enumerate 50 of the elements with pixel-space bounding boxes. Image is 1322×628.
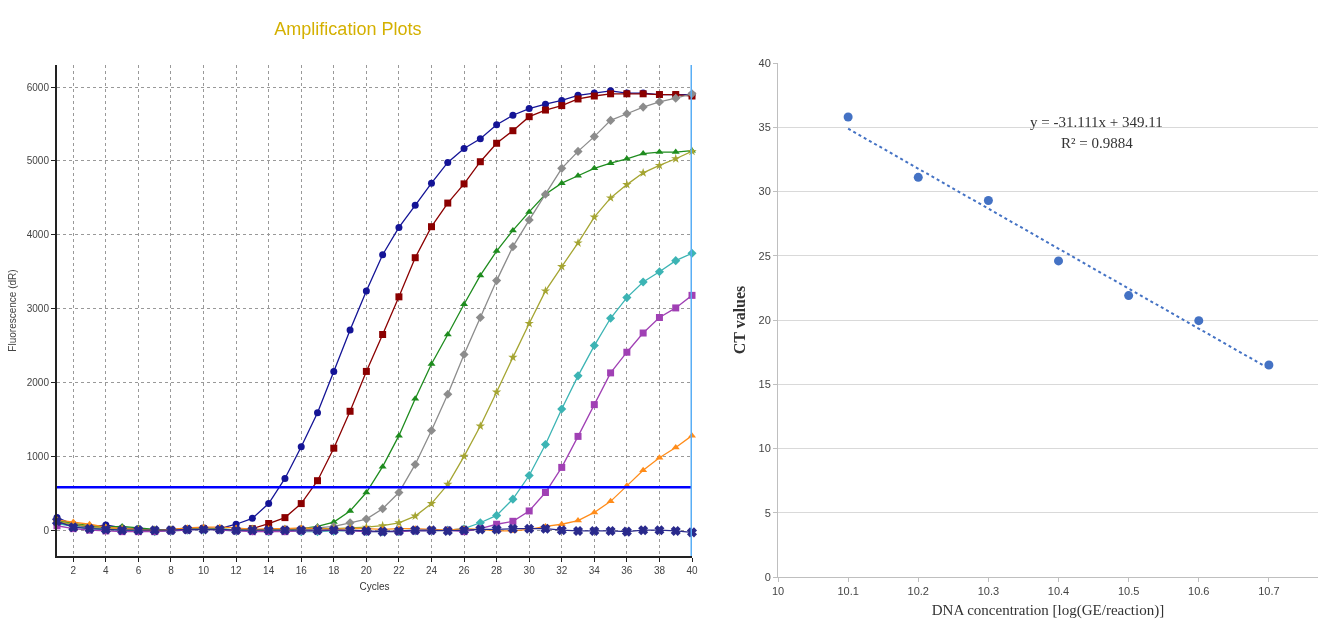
x-tick-label: 6 <box>135 565 142 576</box>
x-tick-label: 10.4 <box>1047 585 1070 598</box>
y-axis-title: CT values <box>731 285 749 355</box>
y-tick-label: 5 <box>764 506 771 519</box>
x-tick-label: 20 <box>360 565 373 576</box>
chart-title: Amplification Plots <box>274 18 422 39</box>
x-tick-label: 10.3 <box>977 585 1000 598</box>
x-axis-title: DNA concentration [log(GE/reaction)] <box>931 602 1165 620</box>
annotation: y = -31.111x + 349.11 <box>1030 114 1163 130</box>
y-tick-label: 3000 <box>26 303 50 315</box>
x-tick-label: 32 <box>556 565 568 576</box>
y-tick-label: 15 <box>758 378 771 391</box>
y-tick-label: 1000 <box>26 450 50 462</box>
y-tick-label: 25 <box>758 249 771 262</box>
x-tick-label: 2 <box>70 565 77 576</box>
y-tick-label: 40 <box>758 56 771 69</box>
x-tick-label: 26 <box>458 565 471 576</box>
x-tick-label: 40 <box>686 565 698 576</box>
x-tick-label: 22 <box>393 565 405 576</box>
y-tick-label: 30 <box>758 185 771 198</box>
x-tick-label: 4 <box>103 565 110 576</box>
y-tick-label: 5000 <box>26 155 50 167</box>
x-tick-label: 12 <box>230 565 243 576</box>
x-tick-label: 10.7 <box>1258 585 1280 598</box>
x-tick-label: 10.6 <box>1188 585 1210 598</box>
y-tick-label: 10 <box>758 442 771 455</box>
x-axis-title: Cycles <box>359 581 390 592</box>
x-tick-label: 18 <box>328 565 340 576</box>
x-tick-label: 10.1 <box>837 585 859 598</box>
y-tick-label: 2000 <box>26 376 50 388</box>
annotation: R² = 0.9884 <box>1061 135 1134 151</box>
y-tick-label: 4000 <box>26 229 50 241</box>
y-axis-title: Fluorescence (dR) <box>7 269 19 352</box>
y-tick-label: 0 <box>764 570 771 583</box>
y-tick-label: 6000 <box>26 81 50 93</box>
y-tick-label: 20 <box>758 313 771 326</box>
x-tick-label: 8 <box>168 565 175 576</box>
y-tick-label: 35 <box>758 121 771 134</box>
x-tick-label: 34 <box>588 565 601 576</box>
x-tick-label: 24 <box>425 565 438 576</box>
x-tick-label: 10 <box>197 565 210 576</box>
x-tick-label: 14 <box>263 565 275 576</box>
x-tick-label: 30 <box>523 565 536 576</box>
x-tick-label: 16 <box>295 565 308 576</box>
x-tick-label: 28 <box>491 565 503 576</box>
y-tick-label: 0 <box>43 524 50 536</box>
x-tick-label: 38 <box>653 565 666 576</box>
x-tick-label: 10.2 <box>907 585 929 598</box>
x-tick-label: 10.5 <box>1117 585 1140 598</box>
x-tick-label: 36 <box>621 565 633 576</box>
